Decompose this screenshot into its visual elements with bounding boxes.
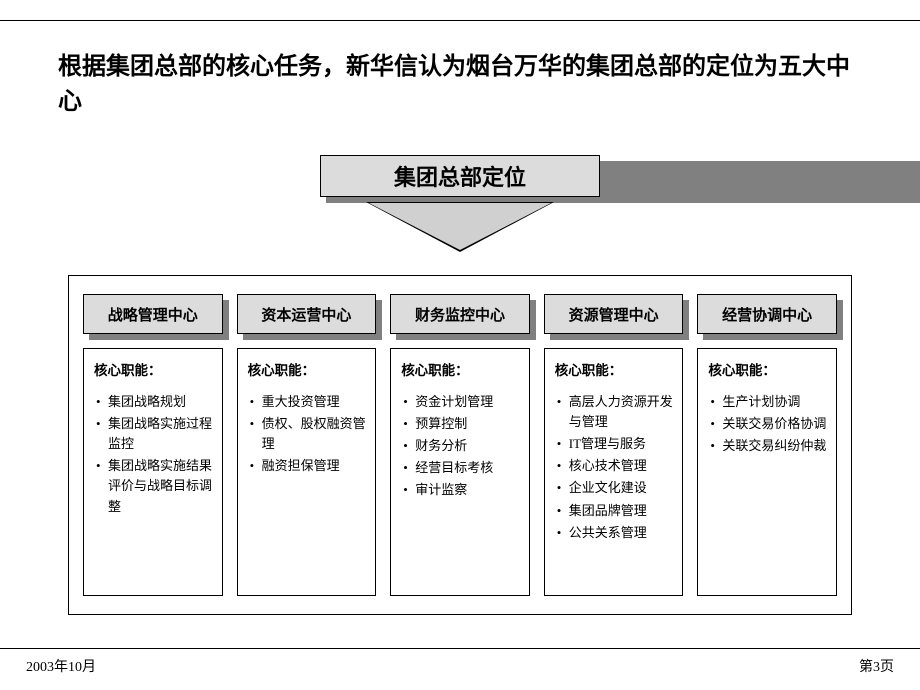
- center-header-box: 战略管理中心: [83, 294, 223, 334]
- function-item: 财务分析: [403, 436, 521, 456]
- slide-title: 根据集团总部的核心任务，新华信认为烟台万华的集团总部的定位为五大中心: [58, 50, 858, 120]
- center-header-label: 战略管理中心: [83, 294, 223, 334]
- function-item: 企业文化建设: [557, 478, 675, 498]
- function-item: 集团战略实施结果评价与战略目标调整: [96, 456, 214, 516]
- function-item: 核心技术管理: [557, 456, 675, 476]
- main-box-label: 集团总部定位: [320, 155, 600, 197]
- function-item: 经营目标考核: [403, 458, 521, 478]
- footer-page: 第3页: [859, 656, 894, 676]
- function-list: 重大投资管理债权、股权融资管理融资担保管理: [248, 392, 368, 477]
- center-body: 核心职能： 生产计划协调关联交易价格协调关联交易纠纷仲裁: [697, 348, 837, 596]
- arrow: [369, 203, 551, 250]
- function-item: 高层人力资源开发与管理: [557, 392, 675, 432]
- center-header-label: 经营协调中心: [697, 294, 837, 334]
- core-functions-label: 核心职能：: [248, 361, 368, 382]
- core-functions-label: 核心职能：: [94, 361, 214, 382]
- centers-container: 战略管理中心核心职能： 集团战略规划集团战略实施过程监控集团战略实施结果评价与战略…: [68, 275, 852, 615]
- function-item: 关联交易纠纷仲裁: [710, 436, 828, 456]
- center-column: 战略管理中心核心职能： 集团战略规划集团战略实施过程监控集团战略实施结果评价与战略…: [83, 294, 223, 596]
- function-item: 集团战略规划: [96, 392, 214, 412]
- function-list: 生产计划协调关联交易价格协调关联交易纠纷仲裁: [708, 392, 828, 456]
- function-list: 资金计划管理预算控制财务分析经营目标考核审计监察: [401, 392, 521, 501]
- center-column: 资本运营中心核心职能： 重大投资管理债权、股权融资管理融资担保管理: [237, 294, 377, 596]
- center-header-label: 财务监控中心: [390, 294, 530, 334]
- function-list: 高层人力资源开发与管理IT管理与服务核心技术管理企业文化建设集团品牌管理公共关系…: [555, 392, 675, 543]
- main-box: 集团总部定位: [320, 155, 920, 197]
- center-header-label: 资源管理中心: [544, 294, 684, 334]
- center-header-box: 经营协调中心: [697, 294, 837, 334]
- center-body: 核心职能： 资金计划管理预算控制财务分析经营目标考核审计监察: [390, 348, 530, 596]
- center-header-box: 财务监控中心: [390, 294, 530, 334]
- core-functions-label: 核心职能：: [401, 361, 521, 382]
- center-column: 经营协调中心核心职能： 生产计划协调关联交易价格协调关联交易纠纷仲裁: [697, 294, 837, 596]
- function-list: 集团战略规划集团战略实施过程监控集团战略实施结果评价与战略目标调整: [94, 392, 214, 517]
- function-item: 公共关系管理: [557, 523, 675, 543]
- core-functions-label: 核心职能：: [555, 361, 675, 382]
- function-item: 关联交易价格协调: [710, 414, 828, 434]
- function-item: 资金计划管理: [403, 392, 521, 412]
- core-functions-label: 核心职能：: [708, 361, 828, 382]
- center-column: 财务监控中心核心职能： 资金计划管理预算控制财务分析经营目标考核审计监察: [390, 294, 530, 596]
- center-header-box: 资本运营中心: [237, 294, 377, 334]
- center-body: 核心职能： 重大投资管理债权、股权融资管理融资担保管理: [237, 348, 377, 596]
- center-header-label: 资本运营中心: [237, 294, 377, 334]
- center-body: 核心职能： 集团战略规划集团战略实施过程监控集团战略实施结果评价与战略目标调整: [83, 348, 223, 596]
- footer-date: 2003年10月: [26, 656, 96, 676]
- function-item: 生产计划协调: [710, 392, 828, 412]
- function-item: 债权、股权融资管理: [250, 414, 368, 454]
- function-item: 集团品牌管理: [557, 501, 675, 521]
- center-header-box: 资源管理中心: [544, 294, 684, 334]
- function-item: IT管理与服务: [557, 434, 675, 454]
- function-item: 重大投资管理: [250, 392, 368, 412]
- function-item: 预算控制: [403, 414, 521, 434]
- footer-divider: [0, 648, 920, 649]
- center-body: 核心职能： 高层人力资源开发与管理IT管理与服务核心技术管理企业文化建设集团品牌管…: [544, 348, 684, 596]
- top-divider: [0, 20, 920, 21]
- function-item: 集团战略实施过程监控: [96, 414, 214, 454]
- center-column: 资源管理中心核心职能： 高层人力资源开发与管理IT管理与服务核心技术管理企业文化建…: [544, 294, 684, 596]
- function-item: 融资担保管理: [250, 456, 368, 476]
- function-item: 审计监察: [403, 480, 521, 500]
